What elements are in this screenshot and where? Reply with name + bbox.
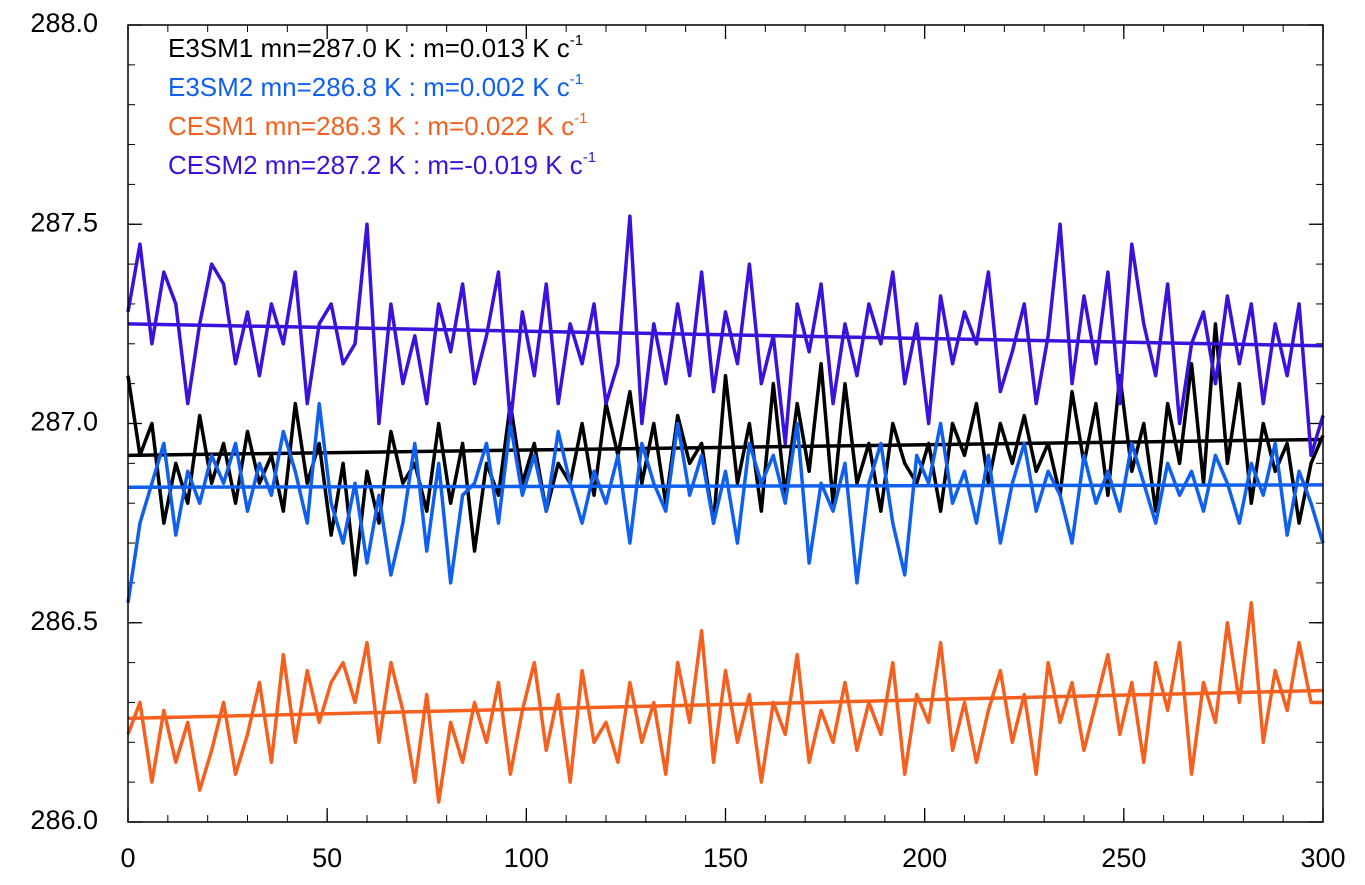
plot-frame	[127, 24, 1324, 823]
x-tick-label: 200	[902, 843, 947, 873]
y-tick-label: 286.5	[30, 606, 98, 636]
legend-entry: CESM1 mn=286.3 K : m=0.022 K c-1	[168, 110, 587, 141]
legend-label: E3SM2 mn=286.8 K : m=0.002 K c	[168, 72, 570, 102]
legend-label: E3SM1 mn=287.0 K : m=0.013 K c	[168, 33, 570, 63]
y-tick-label: 286.0	[30, 805, 98, 835]
legend-label: CESM1 mn=286.3 K : m=0.022 K c	[168, 111, 574, 141]
legend-entry: E3SM1 mn=287.0 K : m=0.013 K c-1	[168, 32, 583, 63]
legend-superscript: -1	[574, 110, 587, 127]
series-line	[126, 214, 1325, 458]
series-line	[126, 322, 1325, 577]
trend-line	[127, 322, 1324, 348]
legend-superscript: -1	[570, 32, 583, 49]
legend-superscript: -1	[570, 71, 583, 88]
y-tick-label: 287.0	[30, 407, 98, 437]
y-tick-label: 287.5	[30, 207, 98, 237]
x-tick-label: 100	[504, 843, 549, 873]
trend-line	[127, 688, 1324, 721]
x-tick-label: 250	[1101, 843, 1146, 873]
legend-superscript: -1	[583, 149, 596, 166]
y-tick-label: 288.0	[30, 8, 98, 38]
series-line	[126, 401, 1325, 604]
series-line	[126, 601, 1323, 804]
trend-line	[127, 483, 1324, 490]
legend-entry: CESM2 mn=287.2 K : m=-0.019 K c-1	[168, 149, 596, 180]
x-tick-label: 50	[312, 843, 342, 873]
x-tick-label: 300	[1300, 843, 1345, 873]
legend-entry: E3SM2 mn=286.8 K : m=0.002 K c-1	[168, 71, 583, 102]
trend-line	[127, 437, 1324, 458]
x-tick-label: 150	[703, 843, 748, 873]
x-tick-label: 0	[120, 843, 135, 873]
legend-label: CESM2 mn=287.2 K : m=-0.019 K c	[168, 150, 583, 180]
